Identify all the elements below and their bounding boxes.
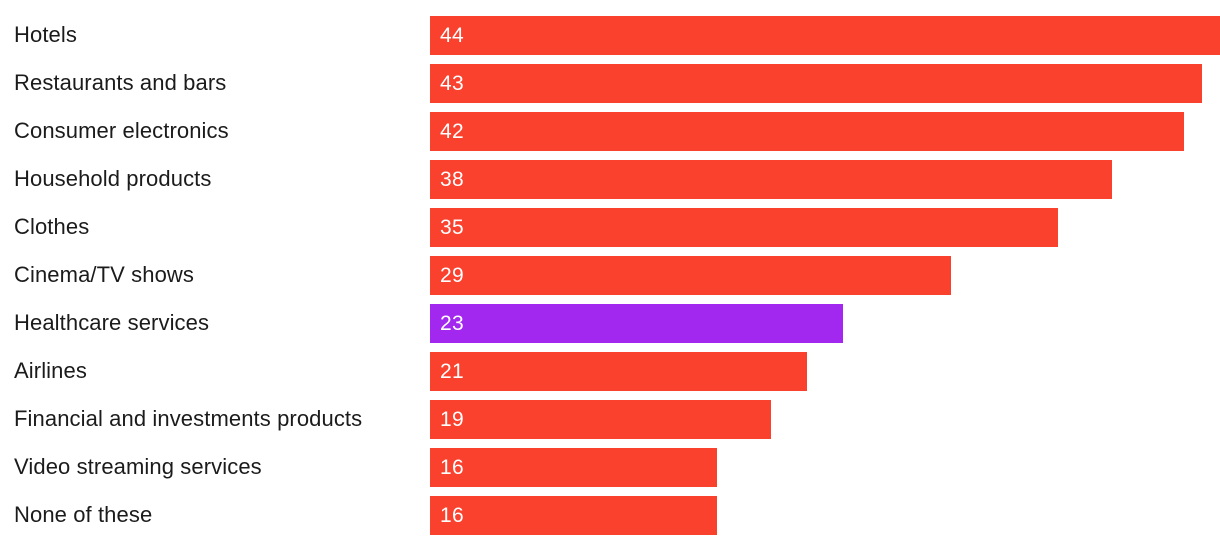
chart-row: Healthcare services 23 bbox=[0, 299, 1220, 347]
bar-value-label: 38 bbox=[440, 167, 464, 191]
bar-track: 43 bbox=[430, 63, 1220, 103]
bar-track: 29 bbox=[430, 255, 1220, 295]
category-label: Cinema/TV shows bbox=[14, 262, 195, 287]
bar: 43 bbox=[430, 63, 1203, 103]
bar-value-label: 16 bbox=[440, 503, 464, 527]
chart-row: Airlines 21 bbox=[0, 347, 1220, 395]
bar: 19 bbox=[430, 399, 772, 439]
chart-row: Household products 38 bbox=[0, 155, 1220, 203]
chart-row: Cinema/TV shows 29 bbox=[0, 251, 1220, 299]
bar-value-label: 44 bbox=[440, 23, 464, 47]
category-label: Restaurants and bars bbox=[14, 70, 227, 95]
bar: 38 bbox=[430, 159, 1113, 199]
bar: 16 bbox=[430, 495, 718, 535]
chart-row: Consumer electronics 42 bbox=[0, 107, 1220, 155]
bar-value-label: 35 bbox=[440, 215, 464, 239]
bar-track: 42 bbox=[430, 111, 1220, 151]
bar: 42 bbox=[430, 111, 1185, 151]
bar-track: 23 bbox=[430, 303, 1220, 343]
bar-track: 16 bbox=[430, 447, 1220, 487]
chart-row: Restaurants and bars 43 bbox=[0, 59, 1220, 107]
chart-row: Video streaming services 16 bbox=[0, 443, 1220, 491]
bar-track: 16 bbox=[430, 495, 1220, 535]
bar-value-label: 42 bbox=[440, 119, 464, 143]
bar-value-label: 16 bbox=[440, 455, 464, 479]
bar: 29 bbox=[430, 255, 951, 295]
category-label: Airlines bbox=[14, 358, 87, 383]
bar-track: 44 bbox=[430, 15, 1220, 55]
bar-value-label: 21 bbox=[440, 359, 464, 383]
category-label: Clothes bbox=[14, 214, 90, 239]
category-label: Financial and investments products bbox=[14, 406, 363, 431]
category-label: Video streaming services bbox=[14, 454, 262, 479]
chart-row: Clothes 35 bbox=[0, 203, 1220, 251]
bar-value-label: 23 bbox=[440, 311, 464, 335]
category-label: Hotels bbox=[14, 22, 77, 47]
bar: 35 bbox=[430, 207, 1059, 247]
chart-row: None of these 16 bbox=[0, 491, 1220, 539]
bar: 21 bbox=[430, 351, 808, 391]
bar-value-label: 29 bbox=[440, 263, 464, 287]
chart-row: Financial and investments products 19 bbox=[0, 395, 1220, 443]
category-label: Consumer electronics bbox=[14, 118, 229, 143]
bar: 16 bbox=[430, 447, 718, 487]
category-label: Healthcare services bbox=[14, 310, 210, 335]
bar-track: 21 bbox=[430, 351, 1220, 391]
bar: 44 bbox=[430, 15, 1220, 55]
bar-track: 38 bbox=[430, 159, 1220, 199]
bar-value-label: 43 bbox=[440, 71, 464, 95]
bar-value-label: 19 bbox=[440, 407, 464, 431]
chart-row: Hotels 44 bbox=[0, 11, 1220, 59]
bar-track: 19 bbox=[430, 399, 1220, 439]
category-label: None of these bbox=[14, 502, 153, 527]
bar-track: 35 bbox=[430, 207, 1220, 247]
category-label: Household products bbox=[14, 166, 212, 191]
bar: 23 bbox=[430, 303, 843, 343]
